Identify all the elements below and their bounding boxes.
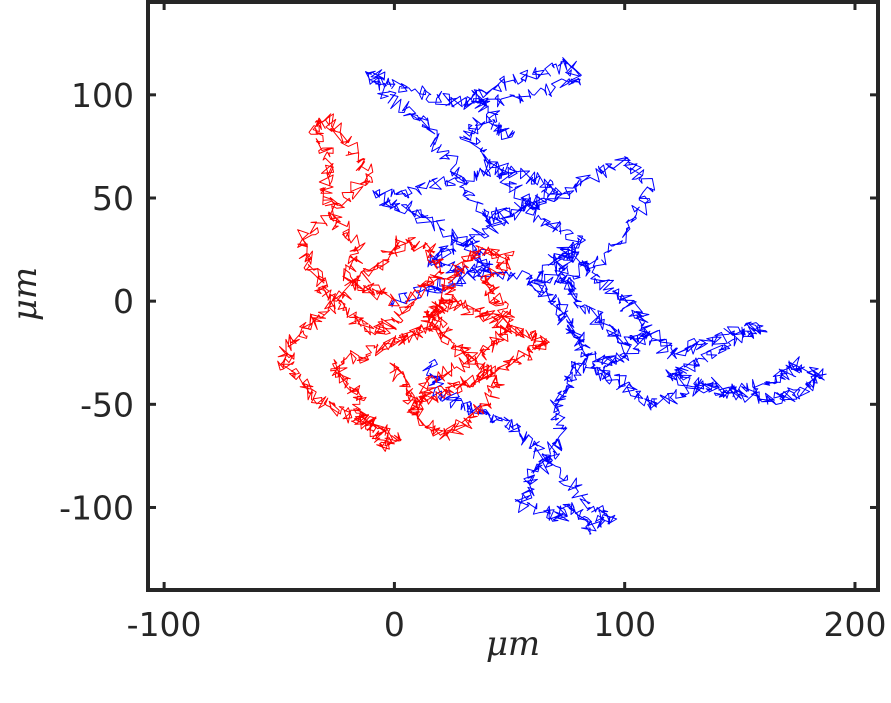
x-ticks: -100 0 100 200 (127, 2, 886, 644)
plot-frame (146, 0, 880, 592)
x-tick-label: -100 (127, 605, 202, 644)
y-tick-label: 0 (113, 282, 134, 321)
x-tick-label: 0 (384, 605, 405, 644)
trajectory-series-1 (365, 57, 827, 535)
x-tick-label: 200 (823, 605, 886, 644)
trajectory-series-2 (277, 113, 550, 452)
y-tick-label: -100 (59, 488, 134, 527)
y-tick-label: 100 (71, 76, 134, 115)
y-tick-label: 50 (92, 179, 134, 218)
y-tick-label: -50 (80, 385, 134, 424)
y-ticks: 100 50 0 -50 -100 (59, 76, 878, 527)
y-axis-label: μm (5, 267, 45, 321)
x-axis-label: μm (486, 624, 540, 664)
x-tick-label: 100 (593, 605, 656, 644)
series-layer (277, 57, 827, 535)
